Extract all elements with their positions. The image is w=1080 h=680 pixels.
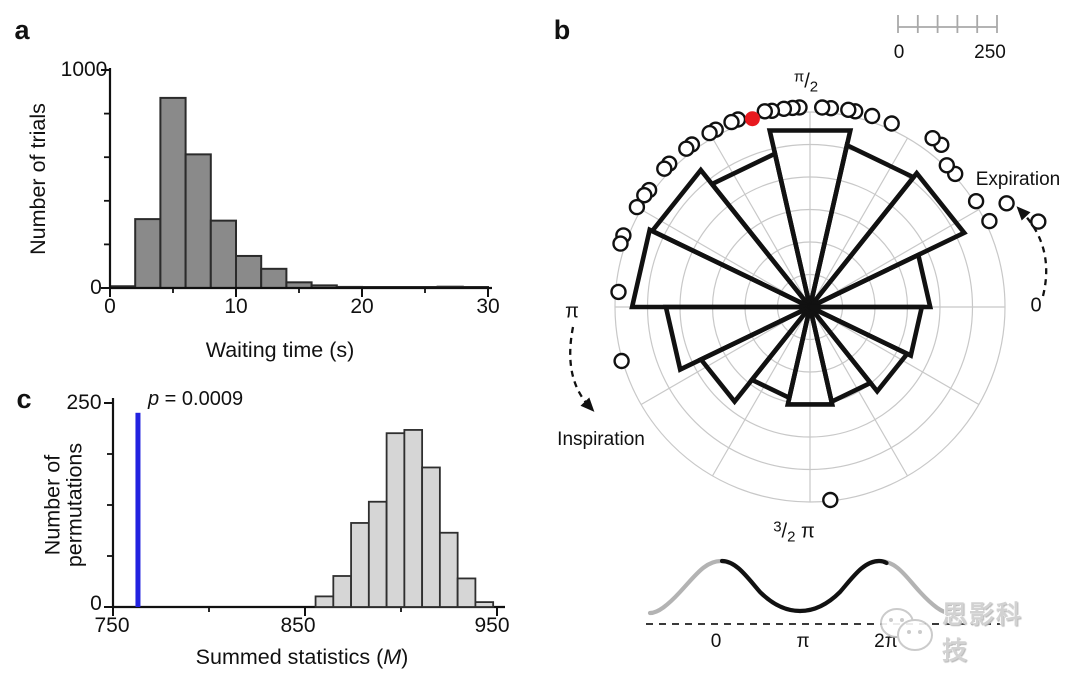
b-phase-point <box>1030 213 1047 230</box>
b-phase-point <box>612 235 629 252</box>
b-rose-petal <box>648 166 812 310</box>
c-y-axis-label: Number of permutations <box>40 442 87 568</box>
b-scalebar-0: 0 <box>893 42 905 64</box>
b-expiration-label: Expiration <box>975 169 1061 191</box>
panel-a-letter: a <box>14 14 30 45</box>
c-histogram-bar <box>332 575 352 608</box>
b-phase-point <box>863 107 881 125</box>
b-rose-petal <box>809 304 925 359</box>
b-expiration-arrow <box>1021 211 1048 297</box>
b-phase-point <box>636 186 653 204</box>
b-angle-label-half-pi: π/2 <box>793 68 819 96</box>
b-grid-spoke <box>711 137 811 308</box>
b-phase-point <box>883 115 900 132</box>
panel-b-letter: b <box>553 14 571 45</box>
c-histogram-bar <box>438 531 459 608</box>
c-histogram-bar <box>421 466 441 608</box>
b-grid-spoke <box>809 306 909 477</box>
a-ytick-0: 0 <box>90 276 102 300</box>
a-histogram-bar <box>184 153 212 289</box>
b-rose-petal <box>808 169 968 310</box>
a-histogram-bar <box>159 96 187 289</box>
a-xtick-30: 30 <box>476 295 500 319</box>
b-respiration-curve-black <box>719 558 889 614</box>
a-histogram-bar <box>209 219 238 289</box>
c-histogram-bar <box>350 522 370 608</box>
panel-c-letter: c <box>16 383 32 414</box>
b-phase-point <box>756 103 773 120</box>
c-pvalue-label: p = 0.0009 <box>148 388 244 410</box>
b-phase-point <box>840 101 857 119</box>
b-phase-point <box>981 212 998 230</box>
b-phase-point <box>610 283 627 301</box>
a-ytick-1000: 1000 <box>60 58 108 82</box>
c-ytick-250: 250 <box>66 391 102 415</box>
watermark-text: 思影科技 <box>942 601 1024 665</box>
b-wave-tick-0: 0 <box>710 631 722 653</box>
a-xtick-20: 20 <box>350 295 374 319</box>
a-x-axis-label: Waiting time (s) <box>205 337 355 362</box>
a-histogram-bar <box>235 254 263 289</box>
c-xtick-750: 750 <box>94 614 130 638</box>
c-histogram-bar <box>403 429 424 608</box>
b-inspiration-arrowhead <box>580 397 595 412</box>
b-wave-tick-pi: π <box>796 631 810 653</box>
b-phase-point <box>613 352 630 370</box>
b-phase-point <box>924 129 941 147</box>
b-phase-point <box>628 198 646 216</box>
c-x-axis-label: Summed statistics (M) <box>195 644 409 669</box>
b-angle-label-0: 0 <box>1030 294 1042 317</box>
b-phase-point <box>701 124 718 142</box>
b-phase-point <box>814 99 831 116</box>
b-phase-point <box>678 140 695 157</box>
c-histogram-bar <box>385 432 406 608</box>
c-ytick-0: 0 <box>90 592 102 616</box>
c-histogram-bar <box>474 601 495 608</box>
a-histogram-bar <box>134 218 162 289</box>
c-histogram-bar <box>367 500 388 608</box>
c-histogram-bar <box>314 595 335 608</box>
a-histogram-bar <box>260 267 288 290</box>
c-xtick-850: 850 <box>280 614 316 638</box>
b-highlight-point <box>744 111 760 127</box>
c-xtick-950: 950 <box>474 614 510 638</box>
a-xtick-0: 0 <box>104 295 116 319</box>
watermark-logo-icon <box>880 608 933 651</box>
b-inspiration-arrow <box>569 326 590 407</box>
b-phase-point <box>656 160 673 177</box>
b-grid-spoke <box>640 306 811 406</box>
a-xtick-10: 10 <box>224 295 248 319</box>
b-expiration-arrowhead <box>1016 206 1031 221</box>
b-grid-spoke <box>711 306 811 477</box>
b-phase-point <box>822 491 839 509</box>
b-angle-label-three-half-pi: 3/2 π <box>773 518 815 546</box>
b-grid-spoke <box>809 208 980 308</box>
b-angle-label-pi: π <box>565 300 579 323</box>
b-inspiration-label: Inspiration <box>557 429 645 451</box>
c-histogram-bar <box>456 577 477 608</box>
b-phase-point <box>967 192 985 210</box>
b-phase-point <box>723 113 740 131</box>
c-observed-statistic-line <box>135 412 141 607</box>
b-phase-point <box>998 195 1015 212</box>
b-grid-spoke <box>640 208 811 308</box>
b-grid-spoke <box>809 306 980 406</box>
b-scalebar-250: 250 <box>974 42 1006 64</box>
a-y-axis-label: Number of trials <box>25 103 50 255</box>
b-phase-point <box>938 157 955 174</box>
